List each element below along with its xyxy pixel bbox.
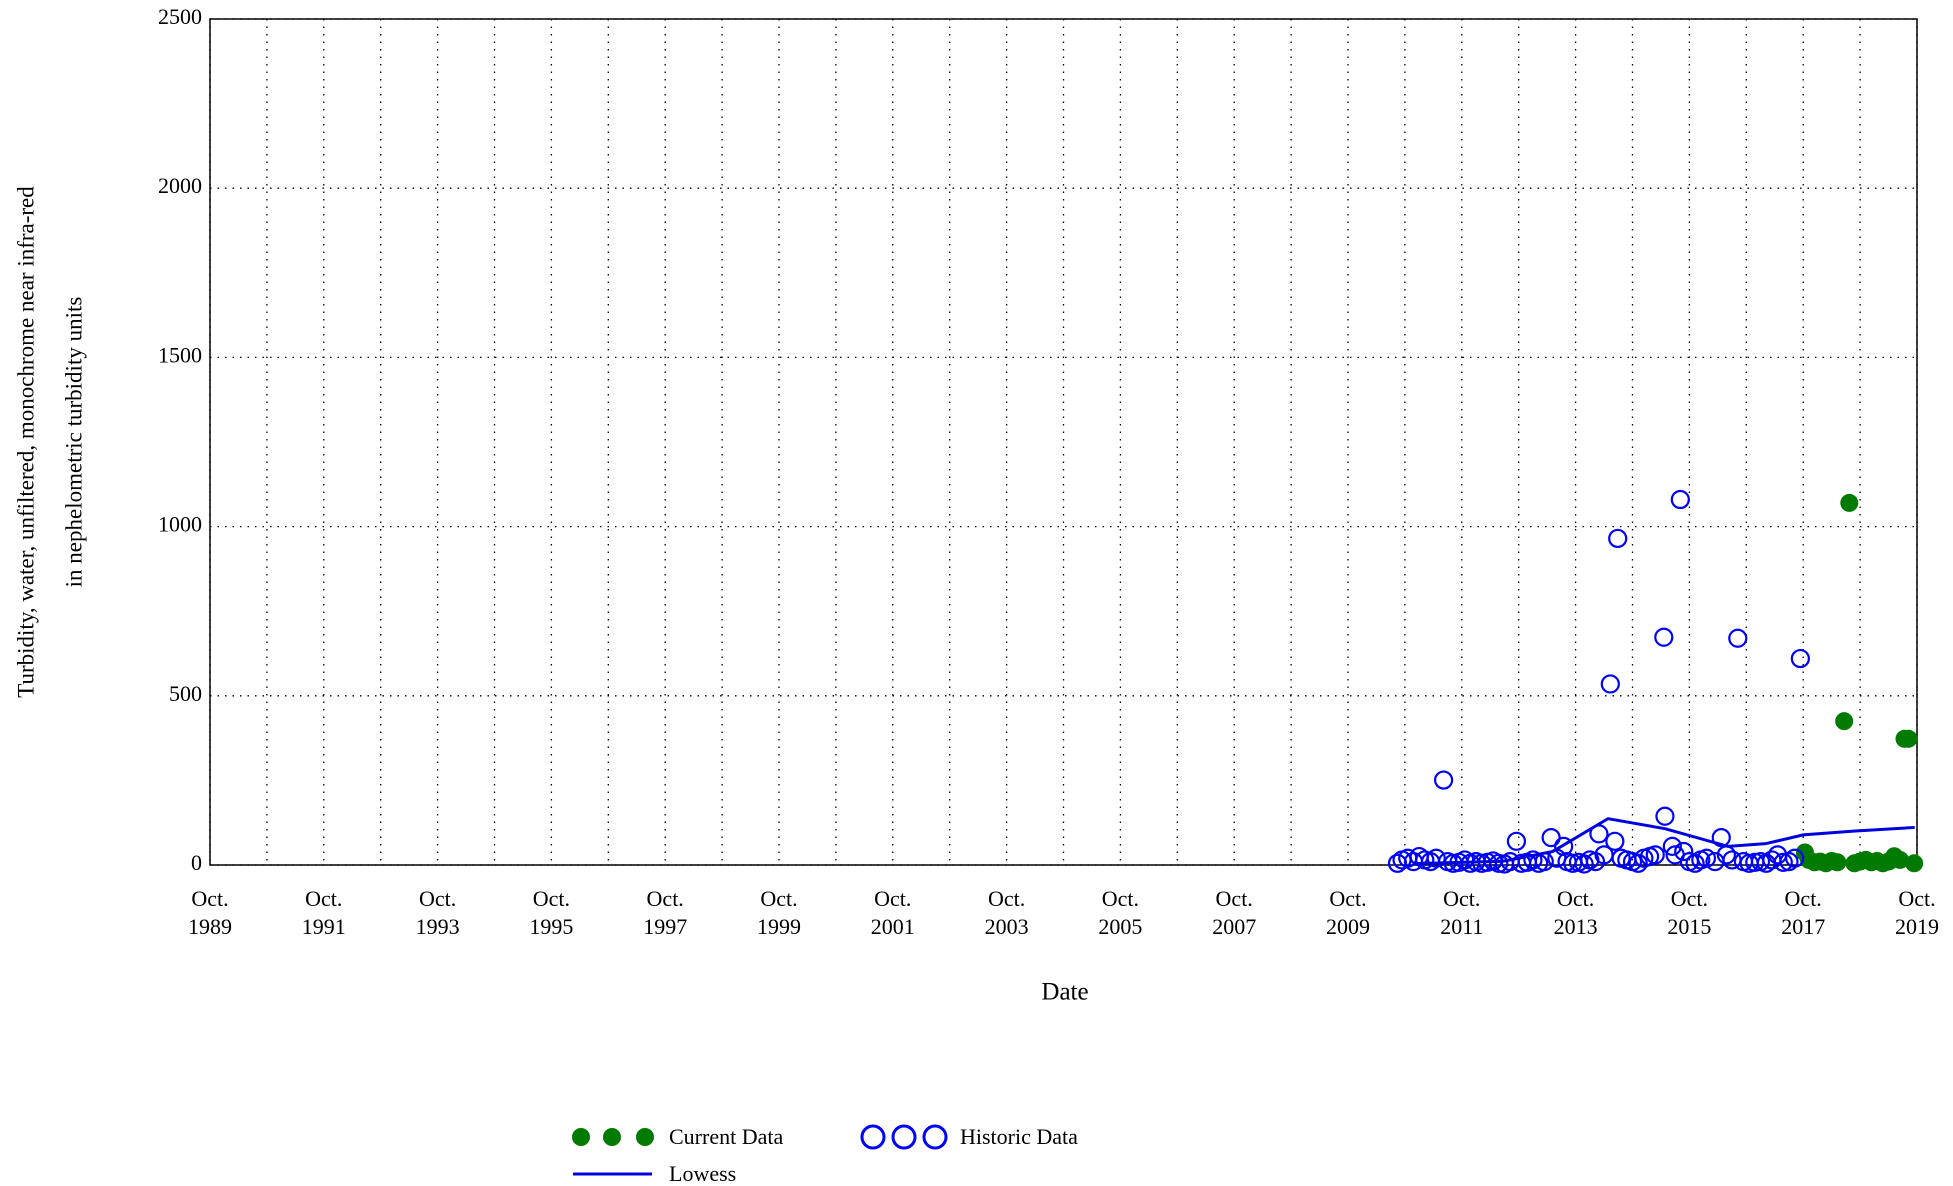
x-tick-label: Oct. 2001	[870, 886, 915, 939]
data-point	[1605, 831, 1625, 851]
x-tick-label: Oct. 2007	[1212, 886, 1257, 939]
data-point	[1674, 841, 1694, 862]
data-point	[1645, 845, 1665, 865]
y-tick-label: 0	[191, 850, 202, 875]
data-point	[1828, 853, 1847, 872]
y-tick-label: 2500	[158, 4, 202, 29]
y-tick-label: 1000	[158, 512, 202, 537]
x-tick-label: Oct. 2019	[1895, 886, 1939, 939]
data-point	[1840, 493, 1859, 512]
x-tick-label: Oct. 2005	[1098, 886, 1143, 939]
data-point	[1608, 528, 1628, 549]
data-point	[1728, 628, 1748, 648]
data-point	[1489, 853, 1509, 873]
y-tick-label: 500	[169, 681, 202, 706]
data-point	[1628, 853, 1648, 873]
legend-label: Historic Data	[960, 1124, 1078, 1149]
x-tick-label: Oct. 1991	[301, 886, 346, 939]
x-tick-label: Oct. 2015	[1667, 886, 1712, 939]
legend-marker	[922, 1124, 948, 1150]
lowess-line	[1413, 817, 1915, 866]
data-point	[1541, 827, 1561, 848]
data-point	[1711, 827, 1731, 848]
legend-marker	[603, 1128, 621, 1146]
legend-label: Current Data	[669, 1124, 783, 1149]
x-tick-label: Oct. 1989	[188, 886, 232, 939]
legend-marker	[636, 1128, 654, 1146]
data-point	[1835, 712, 1854, 731]
x-tick-label: Oct. 1997	[643, 886, 688, 939]
data-point	[1785, 848, 1805, 868]
x-tick-label: Oct. 2011	[1440, 886, 1484, 939]
data-point	[1773, 852, 1793, 872]
y-tick-label: 2000	[158, 173, 202, 198]
x-axis-label: Date	[1041, 979, 1088, 1006]
data-point	[1899, 729, 1918, 748]
x-tick-label: Oct. 2009	[1326, 886, 1370, 939]
legend-label: Lowess	[669, 1161, 736, 1186]
x-tick-label: Oct. 1999	[757, 886, 801, 939]
y-axis-label: Turbidity, water, unfiltered, monochrome…	[13, 186, 38, 698]
y-tick-label: 1500	[158, 342, 202, 367]
legend-marker	[860, 1124, 886, 1150]
data-point	[1574, 854, 1594, 874]
legend-marker	[572, 1128, 590, 1146]
data-point	[1426, 848, 1446, 868]
data-point	[1696, 848, 1717, 868]
x-tick-label: Oct. 2003	[984, 886, 1029, 939]
x-tick-label: Oct. 1995	[529, 886, 574, 939]
data-point	[1790, 648, 1810, 669]
x-tick-label: Oct. 2017	[1781, 886, 1826, 939]
y-axis-label: in nephelometric turbidity units	[61, 297, 86, 588]
data-point	[1670, 489, 1690, 510]
data-point	[1506, 831, 1527, 851]
x-tick-label: Oct. 1993	[415, 886, 460, 939]
x-tick-label: Oct. 2013	[1553, 886, 1598, 939]
plot-frame	[209, 18, 1918, 866]
legend-marker	[891, 1124, 917, 1150]
data-point	[1433, 770, 1454, 790]
data-point	[1890, 850, 1909, 869]
data-point	[1654, 627, 1674, 647]
data-point	[1655, 806, 1675, 826]
data-point	[1600, 674, 1620, 694]
data-point	[1905, 854, 1924, 873]
data-point	[1662, 836, 1682, 856]
